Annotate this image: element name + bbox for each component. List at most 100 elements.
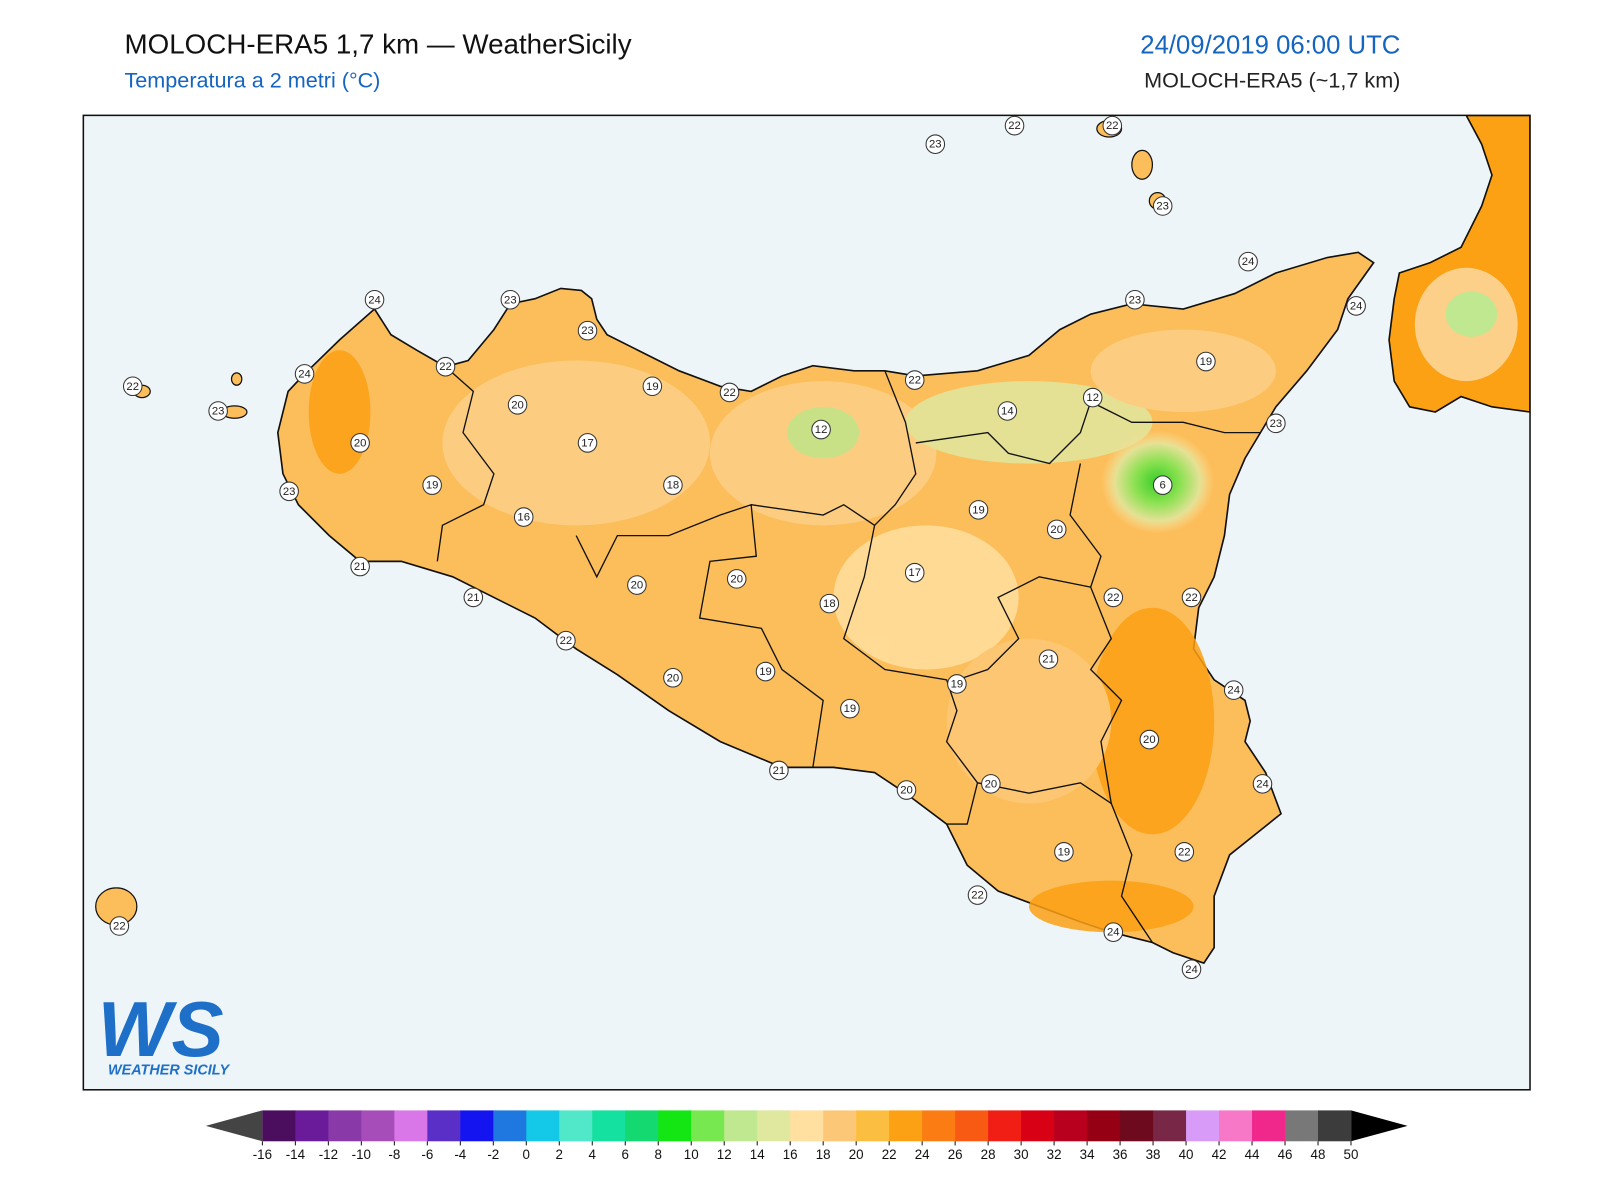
station: 24 <box>1346 296 1366 316</box>
colorbar-tick-label: 50 <box>1344 1147 1359 1162</box>
colorbar-tick-label: 4 <box>589 1147 597 1162</box>
station: 18 <box>819 593 840 614</box>
station: 19 <box>1054 842 1074 862</box>
colorbar-tick-label: 26 <box>948 1147 963 1162</box>
station: 21 <box>463 587 484 608</box>
colorbar-tick-label: 10 <box>684 1147 699 1162</box>
station-value: 18 <box>667 480 680 492</box>
station-marker <box>109 916 130 936</box>
station-marker <box>577 433 598 453</box>
colorbar-tick-label: 22 <box>882 1147 897 1162</box>
station-marker <box>435 356 456 377</box>
station-value: 23 <box>581 325 594 337</box>
station: 23 <box>500 289 521 310</box>
colorbar-swatch <box>394 1110 428 1142</box>
station-marker <box>997 401 1018 421</box>
station-marker <box>1152 475 1173 495</box>
title: MOLOCH-ERA5 1,7 km — WeatherSicily <box>125 29 632 60</box>
station-marker <box>1346 296 1366 316</box>
station-value: 24 <box>1227 685 1240 697</box>
station-marker <box>627 575 647 595</box>
colorbar-tick-label: 6 <box>622 1147 629 1162</box>
station: 22 <box>556 630 576 651</box>
station-value: 24 <box>1256 778 1269 790</box>
station: 24 <box>1103 922 1124 942</box>
station-value: 19 <box>972 504 985 516</box>
station-marker <box>642 376 663 397</box>
station-marker <box>726 569 747 589</box>
station: 22 <box>1174 842 1195 862</box>
colorbar-swatch <box>1186 1110 1220 1142</box>
colorbar-tick-label: 44 <box>1245 1147 1260 1162</box>
station: 23 <box>1125 289 1145 310</box>
station-marker <box>1103 922 1124 942</box>
station-marker <box>463 587 484 608</box>
station-value: 20 <box>730 573 743 585</box>
station-marker <box>1125 289 1145 310</box>
station-value: 19 <box>1058 846 1071 858</box>
station-value: 17 <box>581 437 594 449</box>
station-value: 24 <box>368 294 381 306</box>
station-marker <box>279 481 299 502</box>
station-value: 23 <box>212 405 225 417</box>
station: 19 <box>642 376 663 397</box>
station-value: 20 <box>631 580 644 592</box>
station-marker <box>755 661 776 682</box>
station: 20 <box>726 569 747 589</box>
station: 23 <box>1266 413 1286 434</box>
station-marker <box>1152 196 1173 216</box>
station-value: 14 <box>1001 405 1014 417</box>
station-value: 24 <box>1107 927 1120 939</box>
station-value: 22 <box>1178 846 1191 858</box>
colorbar-swatch <box>889 1110 923 1142</box>
station: 19 <box>755 661 776 682</box>
station-value: 22 <box>1185 592 1198 604</box>
colorbar-tick-label: 0 <box>523 1147 530 1162</box>
colorbar-swatch <box>625 1110 659 1142</box>
colorbar-tick-label: -16 <box>253 1147 272 1162</box>
colorbar-tick-label: 20 <box>849 1147 864 1162</box>
station-value: 19 <box>844 703 857 715</box>
colorbar-tick-label: 16 <box>783 1147 798 1162</box>
station-value: 22 <box>126 381 139 393</box>
station-marker <box>819 593 840 614</box>
station: 12 <box>811 419 831 440</box>
station-value: 18 <box>823 598 836 610</box>
station: 23 <box>577 320 598 341</box>
colorbar-tick-label: 40 <box>1179 1147 1194 1162</box>
station: 22 <box>1004 115 1025 136</box>
station-marker <box>513 507 534 527</box>
station: 24 <box>364 289 385 310</box>
station-value: 19 <box>426 480 439 492</box>
station-value: 22 <box>560 635 573 647</box>
station-marker <box>663 475 683 495</box>
station-value: 20 <box>985 778 998 790</box>
station: 22 <box>1103 587 1124 608</box>
colorbar-tick-label: -10 <box>352 1147 371 1162</box>
station: 14 <box>997 401 1018 421</box>
station: 21 <box>350 556 370 577</box>
colorbar-swatch <box>427 1110 461 1142</box>
station-value: 19 <box>646 381 659 393</box>
station: 20 <box>507 395 528 415</box>
colorbar-tick-label: 46 <box>1278 1147 1293 1162</box>
station: 21 <box>1038 649 1059 670</box>
station: 18 <box>663 475 683 495</box>
colorbar-tick-label: -12 <box>319 1147 338 1162</box>
station-value: 22 <box>723 387 736 399</box>
station-value: 20 <box>1143 734 1156 746</box>
station-marker <box>1238 251 1258 272</box>
colorbar-tick-label: 12 <box>717 1147 732 1162</box>
station-marker <box>925 134 946 154</box>
colorbar-tick-label: 18 <box>816 1147 831 1162</box>
station-value: 22 <box>1008 120 1021 132</box>
station-value: 22 <box>439 361 452 373</box>
station-value: 20 <box>511 399 524 411</box>
station: 19 <box>947 674 967 694</box>
station-value: 24 <box>1242 256 1255 268</box>
station-value: 12 <box>1086 392 1099 404</box>
colorbar-swatch <box>1318 1110 1352 1142</box>
station-marker <box>663 667 683 688</box>
station-marker <box>968 500 989 520</box>
